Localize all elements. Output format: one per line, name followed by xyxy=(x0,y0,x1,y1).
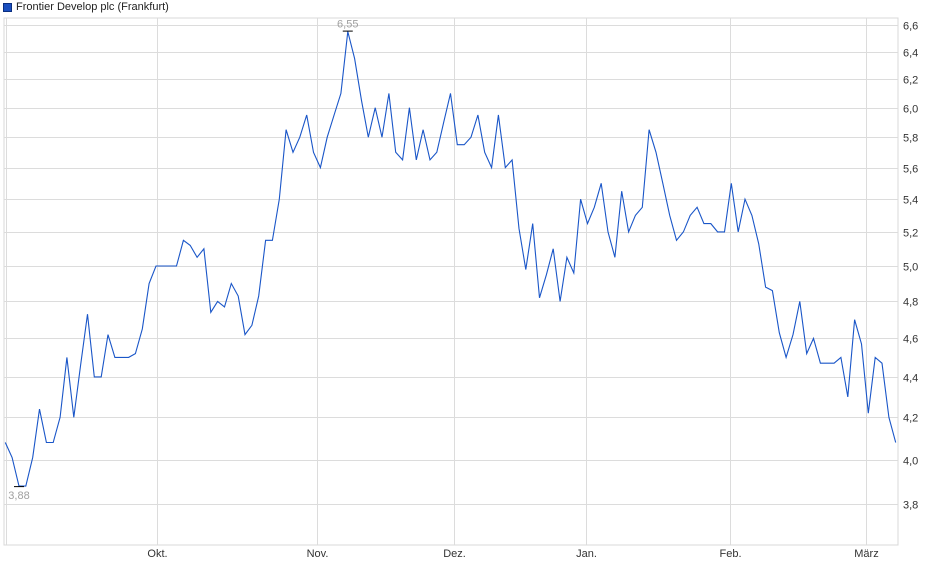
y-tick-label: 4,8 xyxy=(903,297,918,309)
y-tick-label: 6,0 xyxy=(903,104,918,116)
legend-swatch xyxy=(3,2,12,12)
x-tick-label: März xyxy=(854,548,878,560)
y-tick-label: 4,4 xyxy=(903,373,918,385)
y-tick-label: 5,4 xyxy=(903,195,918,207)
x-tick-label: Nov. xyxy=(307,548,329,560)
y-tick-label: 6,4 xyxy=(903,48,918,60)
x-tick-label: Jan. xyxy=(576,548,597,560)
legend-label: Frontier Develop plc (Frankfurt) xyxy=(16,1,169,13)
min-label: 3,88 xyxy=(8,490,29,502)
y-tick-label: 5,8 xyxy=(903,133,918,145)
x-tick-label: Feb. xyxy=(719,548,741,560)
max-label: 6,55 xyxy=(337,19,358,31)
x-tick-label: Okt. xyxy=(147,548,167,560)
y-tick-label: 5,0 xyxy=(903,262,918,274)
legend: Frontier Develop plc (Frankfurt) xyxy=(3,0,169,14)
x-tick-label: Dez. xyxy=(443,548,466,560)
y-tick-label: 4,0 xyxy=(903,456,918,468)
y-tick-label: 3,8 xyxy=(903,500,918,512)
y-tick-label: 6,6 xyxy=(903,21,918,33)
y-tick-label: 5,2 xyxy=(903,228,918,240)
y-tick-label: 4,2 xyxy=(903,413,918,425)
plot-frame xyxy=(3,17,899,546)
y-tick-label: 4,6 xyxy=(903,334,918,346)
y-tick-label: 5,6 xyxy=(903,164,918,176)
y-tick-label: 6,2 xyxy=(903,75,918,87)
